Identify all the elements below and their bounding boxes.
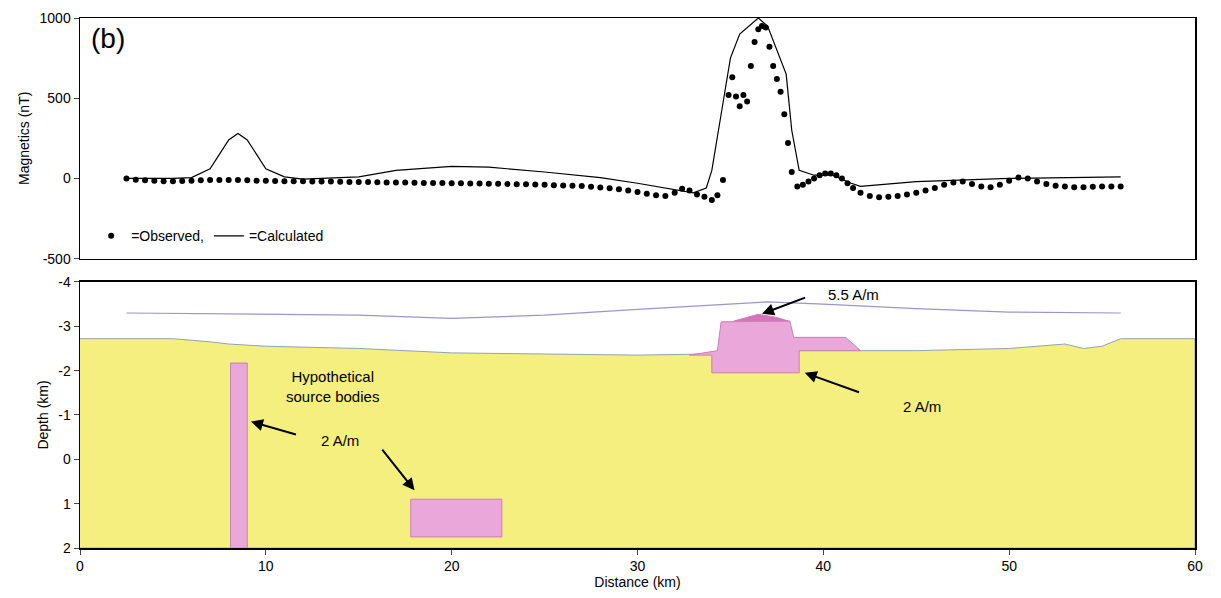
svg-text:40: 40 [816,558,832,574]
svg-text:Magnetics (nT): Magnetics (nT) [16,92,32,185]
svg-text:2 A/m: 2 A/m [321,432,359,449]
svg-text:2 A/m: 2 A/m [903,398,941,415]
svg-text:Depth (km): Depth (km) [35,380,51,449]
svg-text:-4: -4 [58,274,71,290]
svg-text:60: 60 [1187,558,1203,574]
svg-text:1: 1 [63,496,71,512]
svg-text:1000: 1000 [40,10,71,26]
svg-text:-1: -1 [58,407,71,423]
svg-text:0: 0 [63,170,71,186]
svg-text:Hypotheticalsource bodies: Hypotheticalsource bodies [286,368,379,405]
svg-text:500: 500 [47,90,71,106]
svg-text:30: 30 [630,558,646,574]
svg-text:=Calculated: =Calculated [249,228,323,244]
svg-text:20: 20 [444,558,460,574]
svg-text:=Observed,: =Observed, [131,228,204,244]
svg-text:-500: -500 [43,251,71,267]
svg-text:0: 0 [63,451,71,467]
svg-text:5.5 A/m: 5.5 A/m [828,286,879,303]
svg-text:10: 10 [258,558,274,574]
svg-text:2: 2 [63,540,71,556]
svg-text:0: 0 [76,558,84,574]
svg-text:50: 50 [1001,558,1017,574]
svg-text:(b): (b) [91,23,125,54]
svg-text:-3: -3 [58,318,71,334]
svg-text:-2: -2 [58,363,71,379]
svg-text:Distance (km): Distance (km) [594,574,680,590]
